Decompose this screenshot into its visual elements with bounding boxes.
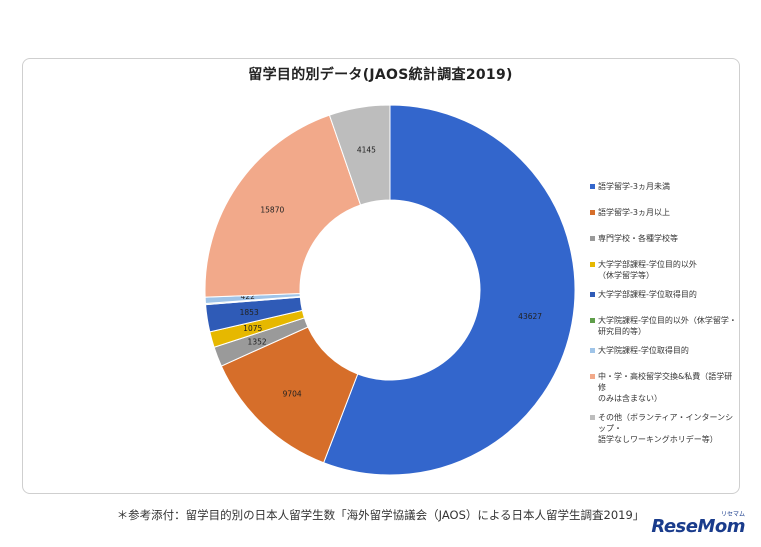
legend-item-5: 大学院課程-学位目的以外（休学留学・ 研究目的等） bbox=[590, 315, 740, 337]
legend-swatch bbox=[590, 262, 595, 267]
legend-item-1: 語学留学-3ヵ月以上 bbox=[590, 207, 740, 218]
data-label-3: 1075 bbox=[243, 324, 262, 333]
legend-item-0: 語学留学-3ヵ月未満 bbox=[590, 181, 740, 192]
legend-swatch bbox=[590, 210, 595, 215]
legend-swatch bbox=[590, 415, 595, 420]
legend-swatch bbox=[590, 318, 595, 323]
data-label-0: 43627 bbox=[518, 312, 542, 321]
legend-swatch bbox=[590, 292, 595, 297]
legend-label: 大学院課程-学位目的以外（休学留学・ 研究目的等） bbox=[598, 316, 737, 336]
legend-swatch bbox=[590, 184, 595, 189]
legend-swatch bbox=[590, 374, 595, 379]
legend-label: 中・学・高校留学交換&私費（語学研修 のみは含まない） bbox=[598, 372, 733, 403]
data-label-7: 15870 bbox=[260, 206, 284, 215]
legend-item-8: その他（ボランティア・インターンシップ・ 語学なしワーキングホリデー等） bbox=[590, 412, 740, 445]
legend-item-7: 中・学・高校留学交換&私費（語学研修 のみは含まない） bbox=[590, 371, 740, 404]
legend-label: 大学学部課程-学位目的以外 （休学留学等） bbox=[598, 260, 697, 280]
data-label-8: 4145 bbox=[357, 145, 376, 154]
legend-label: 専門学校・各種学校等 bbox=[598, 234, 678, 243]
legend-label: 大学学部課程-学位取得目的 bbox=[598, 290, 697, 299]
legend-item-2: 専門学校・各種学校等 bbox=[590, 233, 740, 244]
legend-item-6: 大学院課程-学位取得目的 bbox=[590, 345, 740, 356]
legend-item-3: 大学学部課程-学位目的以外 （休学留学等） bbox=[590, 259, 740, 281]
donut-slice-8 bbox=[328, 104, 391, 206]
legend-label: 語学留学-3ヵ月以上 bbox=[598, 208, 670, 217]
source-caption: ＊参考添付：留学目的別の日本人留学生数「海外留学協議会（JAOS）による日本人留… bbox=[116, 508, 645, 522]
data-label-2: 1352 bbox=[248, 337, 267, 346]
legend-label: 大学院課程-学位取得目的 bbox=[598, 346, 689, 355]
resemom-logo: ReseMom bbox=[651, 516, 745, 537]
data-label-4: 1853 bbox=[240, 308, 259, 317]
legend-swatch bbox=[590, 236, 595, 241]
logo-subtext: リセマム bbox=[720, 511, 745, 518]
chart-title: 留学目的別データ(JAOS統計調査2019) bbox=[248, 67, 513, 83]
donut-slice-7 bbox=[204, 114, 362, 298]
data-label-6: 422 bbox=[241, 292, 256, 301]
chart-legend: 語学留学-3ヵ月未満 語学留学-3ヵ月以上 専門学校・各種学校等大学学部課程-学位目… bbox=[590, 181, 740, 453]
data-label-1: 9704 bbox=[283, 390, 302, 399]
donut-slice-0 bbox=[322, 104, 576, 476]
legend-label: 語学留学-3ヵ月未満 bbox=[598, 182, 670, 191]
legend-item-4: 大学学部課程-学位取得目的 bbox=[590, 289, 740, 300]
legend-swatch bbox=[590, 348, 595, 353]
legend-label: その他（ボランティア・インターンシップ・ 語学なしワーキングホリデー等） bbox=[598, 413, 734, 444]
